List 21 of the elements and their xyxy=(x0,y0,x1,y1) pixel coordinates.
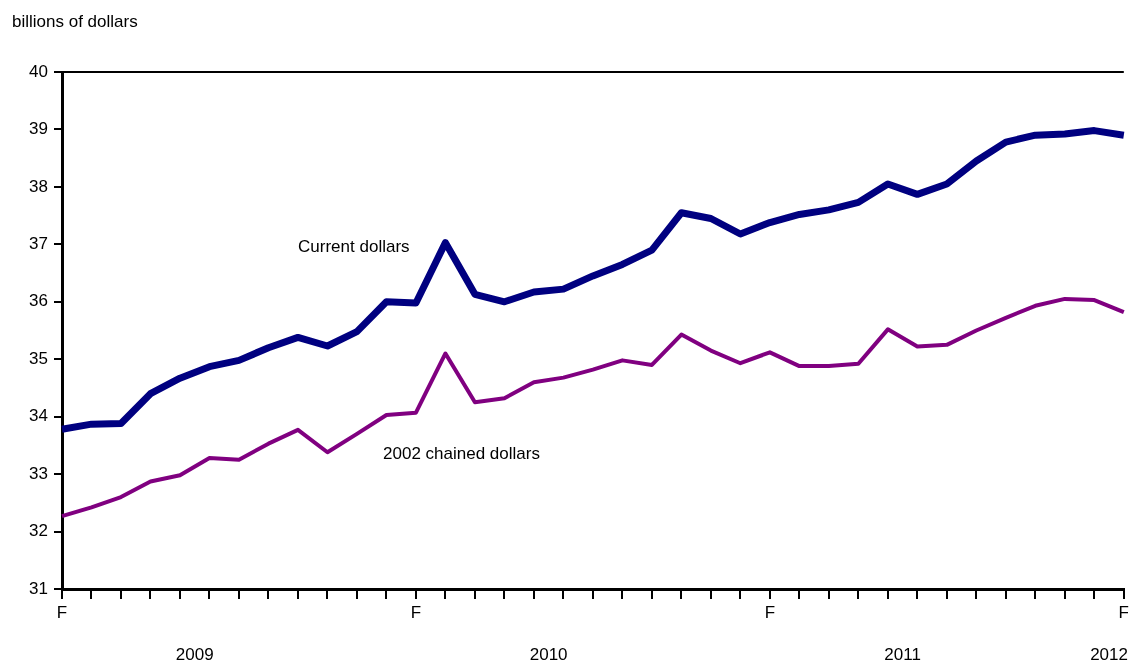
y-tick-label: 40 xyxy=(29,61,48,81)
x-tick-label: F xyxy=(764,602,776,622)
y-axis-title: billions of dollars xyxy=(12,12,138,32)
text: 2010 xyxy=(529,644,568,663)
y-tick-label: 35 xyxy=(29,348,48,368)
series-label: Current dollars xyxy=(298,237,410,257)
y-tick-label: 31 xyxy=(29,578,48,598)
text: 2011 xyxy=(884,644,921,663)
x-tick-label: F xyxy=(410,602,422,622)
y-tick-label: 38 xyxy=(29,176,48,196)
y-tick-label: 32 xyxy=(29,521,48,541)
y-tick-label: 39 xyxy=(29,119,48,139)
y-tick-label: 33 xyxy=(29,463,48,483)
x-tick-label: F xyxy=(56,602,68,622)
y-tick-label: 36 xyxy=(29,291,48,311)
x-tick-label: F xyxy=(1118,602,1129,622)
text: 2009 xyxy=(175,644,214,663)
y-tick-label: 37 xyxy=(29,234,48,254)
series-label: 2002 chained dollars xyxy=(383,444,540,464)
y-tick-label: 34 xyxy=(29,406,48,426)
text: 2012 xyxy=(1090,644,1128,663)
